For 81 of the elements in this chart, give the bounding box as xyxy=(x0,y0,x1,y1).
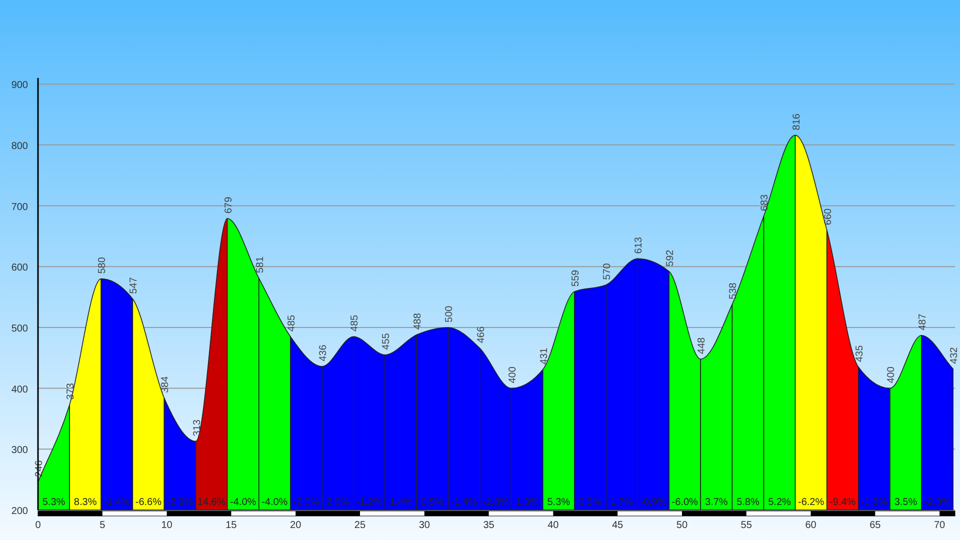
y-tick-label: 800 xyxy=(11,140,28,152)
data-label: 559 xyxy=(570,269,582,287)
data-label: 485 xyxy=(350,314,361,332)
annotation: 8.3% xyxy=(74,497,97,508)
x-tick-label: 25 xyxy=(354,520,366,531)
annotation: -1.3% xyxy=(861,497,888,508)
y-tick-label: 600 xyxy=(11,262,28,274)
x-tick-label: 20 xyxy=(290,520,302,531)
x-tick-label: 70 xyxy=(934,520,946,531)
data-label: 547 xyxy=(128,276,140,294)
x-tick-label: 5 xyxy=(100,520,106,531)
annotation: 0.5% xyxy=(421,497,444,508)
x-tick-label: 15 xyxy=(226,520,238,531)
annotation: 1.3% xyxy=(516,497,539,508)
data-label: 400 xyxy=(507,366,518,384)
y-tick-label: 300 xyxy=(11,445,28,456)
data-label: 487 xyxy=(918,313,929,330)
annotation: 3.5% xyxy=(894,497,918,508)
annotation: 5.2% xyxy=(768,497,792,508)
data-label: 488 xyxy=(412,312,424,330)
data-label: 570 xyxy=(602,262,613,280)
data-label: 384 xyxy=(160,376,172,394)
x-tick-label: 55 xyxy=(740,520,752,531)
data-label: 816 xyxy=(791,113,802,130)
data-label: 485 xyxy=(286,314,298,332)
annotation: -6.2% xyxy=(798,497,824,508)
x-tick-label: 40 xyxy=(548,520,560,531)
y-tick-label: 400 xyxy=(11,384,28,396)
data-label: 581 xyxy=(254,256,266,274)
data-label: 313 xyxy=(192,419,203,436)
data-label: 436 xyxy=(318,344,329,362)
data-label: 435 xyxy=(854,344,866,362)
annotation: 5.3% xyxy=(42,497,66,508)
x-tick-label: 30 xyxy=(418,520,430,531)
annotation: 3.7% xyxy=(705,497,728,508)
data-label: 500 xyxy=(444,305,456,322)
x-tick-label: 65 xyxy=(870,520,882,531)
annotation: -1.2% xyxy=(356,497,382,508)
data-label: 432 xyxy=(949,346,960,364)
data-label: 679 xyxy=(223,196,234,214)
data-label: 613 xyxy=(634,236,645,254)
annotation: 1.7% xyxy=(610,497,634,508)
x-tick-label: 10 xyxy=(161,520,173,531)
annotation: -6.0% xyxy=(672,497,698,508)
annotation: 14.6% xyxy=(197,497,226,508)
annotation: 2.0% xyxy=(326,497,350,508)
x-tick-label: 60 xyxy=(805,520,817,531)
annotation: -6.6% xyxy=(135,497,162,508)
data-label: 455 xyxy=(381,332,392,350)
annotation: -0.9% xyxy=(640,497,666,508)
annotation: -2.9% xyxy=(166,497,194,508)
data-label: 683 xyxy=(760,194,771,212)
data-label: 448 xyxy=(696,336,708,354)
x-tick-label: 45 xyxy=(612,520,624,531)
annotation: 1.4% xyxy=(389,497,412,508)
data-label: 580 xyxy=(97,256,108,274)
y-tick-label: 700 xyxy=(11,202,28,213)
y-tick-label: 200 xyxy=(11,506,28,517)
data-label: 660 xyxy=(822,208,834,226)
annotation: -2.3% xyxy=(924,497,950,508)
data-label: 373 xyxy=(66,382,77,400)
data-label: 466 xyxy=(476,326,487,344)
annotation: -4.0% xyxy=(230,497,256,508)
x-tick-label: 0 xyxy=(35,520,42,531)
x-tick-label: 50 xyxy=(676,520,688,531)
y-tick-label: 900 xyxy=(11,80,28,92)
annotation: -9.4% xyxy=(830,497,856,508)
x-tick-label: 35 xyxy=(483,520,495,531)
data-label: 431 xyxy=(538,347,550,364)
annotation: -1.4% xyxy=(450,497,478,508)
annotation: 0.5% xyxy=(578,497,602,508)
data-label: 400 xyxy=(886,366,897,384)
annotation: 5.8% xyxy=(736,497,760,508)
data-label: 538 xyxy=(728,282,740,300)
data-label: 592 xyxy=(665,249,676,266)
annotation: -2.8% xyxy=(482,497,509,508)
annotation: -4.0% xyxy=(262,497,288,508)
annotation: 5.3% xyxy=(547,497,570,508)
annotation: -2.0% xyxy=(293,497,320,508)
y-tick-label: 500 xyxy=(11,323,28,334)
annotation: -1.4% xyxy=(104,497,130,508)
